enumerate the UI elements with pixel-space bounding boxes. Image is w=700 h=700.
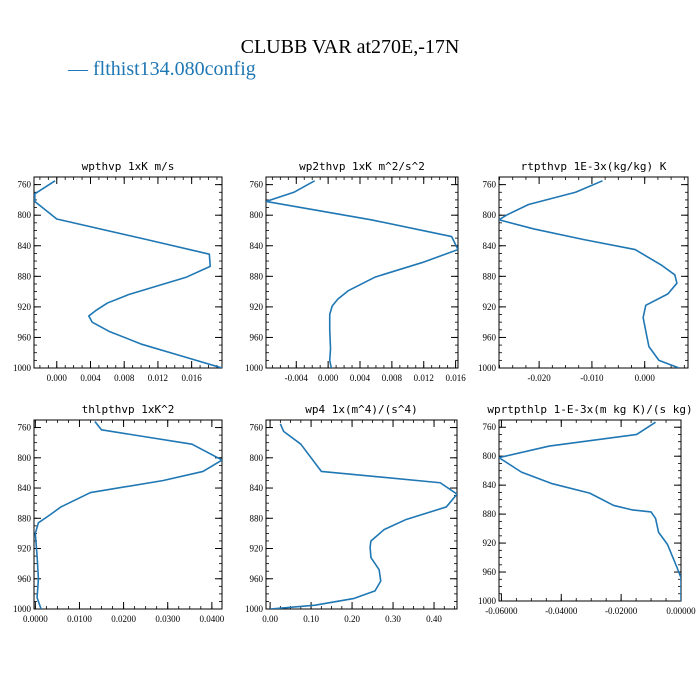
y-tick-label: 840 xyxy=(250,483,264,493)
x-tick-label: 0.0400 xyxy=(199,614,224,624)
y-tick-label: 960 xyxy=(18,332,32,342)
y-tick-label: 920 xyxy=(250,302,264,312)
x-tick-label: 0.00000 xyxy=(666,606,696,616)
panel-title: wp4 1x(m^4)/(s^4) xyxy=(305,403,418,416)
y-tick-label: 840 xyxy=(483,480,497,490)
x-tick-label: 0.008 xyxy=(382,373,403,383)
y-tick-label: 800 xyxy=(250,210,264,220)
x-tick-label: -0.020 xyxy=(527,373,551,383)
x-tick-label: 0.0200 xyxy=(111,614,136,624)
y-tick-label: 880 xyxy=(18,513,32,523)
y-tick-label: 880 xyxy=(483,271,497,281)
panel-1: wpthvp 1xK m/s 760 800 840 880 920 960 1000 0.00… xyxy=(13,160,223,383)
x-tick-label: 0.40 xyxy=(426,614,442,624)
y-tick-label: 1000 xyxy=(478,363,497,373)
y-tick-label: 920 xyxy=(18,544,32,554)
y-tick-label: 840 xyxy=(483,241,497,251)
y-tick-label: 760 xyxy=(18,180,32,190)
y-tick-label: 800 xyxy=(483,210,497,220)
y-tick-label: 880 xyxy=(18,271,32,281)
x-tick-label: 0.000 xyxy=(47,373,68,383)
series-line xyxy=(34,180,222,368)
x-tick-label: 0.012 xyxy=(148,373,168,383)
y-tick-label: 760 xyxy=(250,180,264,190)
y-tick-label: 840 xyxy=(18,483,32,493)
panel-2: wp2thvp 1xK m^2/s^2 760 800 840 880 920 960 100… xyxy=(245,160,466,383)
y-tick-label: 960 xyxy=(483,567,497,577)
y-tick-label: 800 xyxy=(18,453,32,463)
y-tick-label: 920 xyxy=(483,538,497,548)
x-tick-label: 0.0300 xyxy=(155,614,180,624)
plot-frame xyxy=(498,419,682,602)
y-tick-label: 1000 xyxy=(245,363,264,373)
y-tick-label: 920 xyxy=(483,302,497,312)
y-tick-label: 960 xyxy=(18,574,32,584)
x-tick-label: 0.10 xyxy=(303,614,319,624)
legend-line-marker: — xyxy=(68,58,88,80)
panel-title: wpthvp 1xK m/s xyxy=(82,160,175,173)
y-tick-label: 1000 xyxy=(245,604,264,614)
y-tick-label: 760 xyxy=(483,180,497,190)
plot-frame xyxy=(33,176,223,369)
y-tick-label: 760 xyxy=(250,423,264,433)
plot-frame xyxy=(265,419,458,610)
x-tick-label: 0.004 xyxy=(80,373,101,383)
series-line xyxy=(499,421,681,601)
x-tick-label: -0.004 xyxy=(285,373,309,383)
panel-title: wp2thvp 1xK m^2/s^2 xyxy=(299,160,425,173)
page-title: CLUBB VAR at270E,-17N xyxy=(240,36,460,58)
y-tick-label: 960 xyxy=(250,574,264,584)
y-tick-label: 880 xyxy=(250,513,264,523)
plot-frame xyxy=(33,419,223,610)
series-line xyxy=(34,421,222,609)
y-tick-label: 800 xyxy=(250,453,264,463)
x-tick-label: -0.02000 xyxy=(605,606,638,616)
panel-4: thlpthvp 1xK^2 760 800 840 880 920 960 10000.00… xyxy=(13,403,225,624)
y-tick-label: 960 xyxy=(250,332,264,342)
x-tick-label: 0.20 xyxy=(344,614,360,624)
y-tick-label: 1000 xyxy=(478,596,497,606)
series-line xyxy=(270,423,457,609)
y-tick-label: 840 xyxy=(250,241,264,251)
legend-label: flthist134.080config xyxy=(93,58,256,80)
panel-3: rtpthvp 1E-3x(kg/kg) K 760 800 840 880 920 960… xyxy=(478,160,689,383)
y-tick-label: 1000 xyxy=(13,363,32,373)
y-tick-label: 800 xyxy=(18,210,32,220)
y-tick-label: 760 xyxy=(483,422,497,432)
panel-title: thlpthvp 1xK^2 xyxy=(82,403,175,416)
legend: — flthist134.080config xyxy=(68,58,256,81)
x-tick-label: 0.012 xyxy=(414,373,434,383)
y-tick-label: 880 xyxy=(250,271,264,281)
panel-5: wp4 1x(m^4)/(s^4)76080084088092096010000… xyxy=(245,403,458,624)
y-tick-label: 960 xyxy=(483,332,497,342)
x-tick-label: -0.04000 xyxy=(545,606,578,616)
x-tick-label: 0.000 xyxy=(635,373,656,383)
y-tick-label: 1000 xyxy=(13,604,32,614)
y-tick-label: 840 xyxy=(18,241,32,251)
x-tick-label: 0.016 xyxy=(182,373,203,383)
y-tick-label: 800 xyxy=(483,451,497,461)
x-tick-label: 0.00 xyxy=(262,614,278,624)
series-line xyxy=(499,180,680,368)
x-tick-label: -0.010 xyxy=(580,373,604,383)
plot-frame xyxy=(265,176,459,369)
x-tick-label: 0.004 xyxy=(350,373,371,383)
y-tick-label: 880 xyxy=(483,509,497,519)
panel-title: wprtpthlp 1-E-3x(m kg K)/(s kg) xyxy=(487,403,692,416)
x-tick-label: 0.30 xyxy=(385,614,401,624)
x-tick-label: 0.0000 xyxy=(23,614,48,624)
y-tick-label: 920 xyxy=(18,302,32,312)
x-tick-label: -0.06000 xyxy=(485,606,518,616)
panel-6: wprtpthlp 1-E-3x(m kg K)/(s kg) 760 800 840… xyxy=(478,403,696,616)
x-tick-label: 0.016 xyxy=(445,373,466,383)
x-tick-label: 0.000 xyxy=(318,373,339,383)
x-tick-label: 0.008 xyxy=(114,373,135,383)
x-tick-label: 0.0100 xyxy=(67,614,92,624)
y-tick-label: 920 xyxy=(250,544,264,554)
plot-frame xyxy=(498,176,689,369)
y-tick-label: 760 xyxy=(18,423,32,433)
panel-title: rtpthvp 1E-3x(kg/kg) K xyxy=(521,160,667,173)
series-line xyxy=(266,180,458,368)
